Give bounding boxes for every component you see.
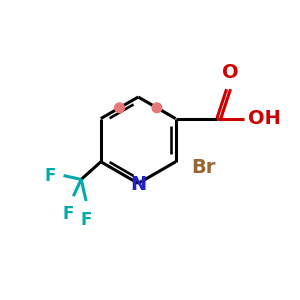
Text: N: N bbox=[130, 175, 146, 194]
Circle shape bbox=[115, 103, 124, 112]
Circle shape bbox=[152, 103, 162, 112]
Text: Br: Br bbox=[191, 158, 216, 177]
Text: F: F bbox=[44, 167, 56, 184]
Text: F: F bbox=[80, 211, 92, 229]
Text: OH: OH bbox=[248, 109, 281, 128]
Text: F: F bbox=[63, 205, 74, 223]
Text: O: O bbox=[222, 63, 239, 82]
